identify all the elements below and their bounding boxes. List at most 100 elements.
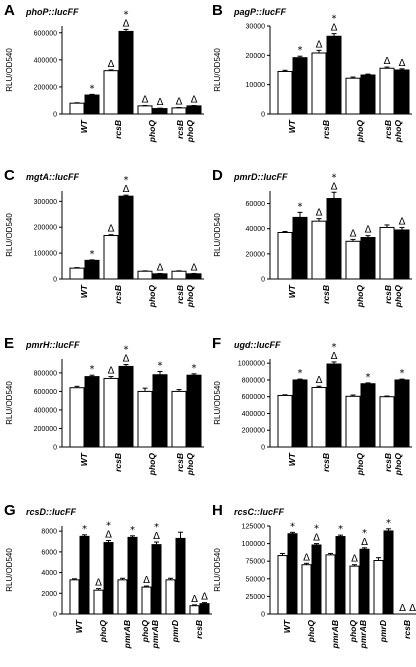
bar-open bbox=[277, 394, 293, 448]
bar-filled bbox=[151, 544, 162, 615]
x-tick-label: WT bbox=[79, 119, 89, 133]
chart-title: pmrD::lucFF bbox=[233, 172, 288, 182]
delta-marker: Δ bbox=[108, 59, 115, 70]
bar-filled bbox=[326, 198, 342, 280]
bar-open bbox=[379, 226, 395, 280]
delta-marker: Δ bbox=[303, 552, 310, 563]
bar-open bbox=[311, 220, 327, 280]
bar-filled bbox=[360, 237, 376, 280]
bar-filled bbox=[326, 363, 342, 448]
panel-letter: H bbox=[212, 502, 223, 519]
chart-title: rcsD::lucFF bbox=[26, 507, 77, 517]
chart-title: ugd::lucFF bbox=[234, 340, 281, 350]
bar-open bbox=[277, 231, 293, 280]
x-tick-label: rcsB bbox=[383, 120, 393, 139]
delta-marker: Δ bbox=[108, 224, 115, 235]
delta-marker: Δ bbox=[201, 592, 208, 603]
delta-marker: Δ bbox=[351, 554, 358, 565]
bar-open bbox=[165, 579, 176, 615]
bar-filled bbox=[103, 542, 114, 615]
bar-filled bbox=[175, 537, 186, 615]
x-tick-label: WT bbox=[79, 452, 89, 466]
y-tick-label: 30000 bbox=[246, 24, 266, 31]
delta-marker: Δ bbox=[409, 603, 416, 614]
bar-filled bbox=[186, 273, 202, 280]
bar-open bbox=[189, 605, 200, 615]
y-tick-label: 1000000 bbox=[238, 361, 265, 368]
y-axis-label: RLU/OD540 bbox=[213, 548, 222, 592]
x-tick-label: phoQ bbox=[185, 120, 195, 144]
x-tick-label: phoQ bbox=[306, 620, 316, 644]
delta-marker: Δ bbox=[191, 94, 198, 105]
y-tick-label: 40000 bbox=[246, 226, 266, 233]
bar-open bbox=[373, 559, 384, 615]
x-tick-label: phoQ bbox=[147, 453, 157, 477]
x-tick-label: pmrAB bbox=[122, 620, 132, 649]
y-tick-label: 800000 bbox=[34, 370, 57, 377]
x-tick-label: phoQ bbox=[355, 453, 365, 477]
y-tick-label: 200000 bbox=[242, 428, 265, 435]
y-tick-label: 4000 bbox=[41, 570, 57, 577]
y-axis-label: RLU/OD540 bbox=[5, 48, 14, 92]
y-tick-label: 125000 bbox=[242, 524, 265, 531]
star-marker: * bbox=[314, 524, 319, 535]
bar-open bbox=[277, 555, 288, 615]
x-tick-label: WT bbox=[287, 452, 297, 466]
bar-filled bbox=[79, 535, 90, 615]
bar-open bbox=[349, 565, 360, 615]
star-marker: * bbox=[290, 521, 295, 532]
star-marker: * bbox=[90, 364, 95, 375]
star-marker: * bbox=[82, 524, 87, 535]
x-tick-label: rcsB bbox=[113, 120, 123, 139]
bar-filled bbox=[383, 530, 394, 615]
bar-filled bbox=[311, 544, 322, 615]
x-tick-label: rcsB bbox=[175, 285, 185, 304]
star-marker: * bbox=[154, 522, 159, 533]
panel-letter: B bbox=[212, 2, 223, 19]
bar-open bbox=[345, 77, 361, 115]
x-tick-label: phoQ bbox=[140, 620, 150, 644]
delta-marker: Δ bbox=[384, 56, 391, 67]
bar-open bbox=[103, 235, 119, 280]
x-tick-label: WT bbox=[282, 619, 292, 633]
delta-marker: Δ bbox=[316, 375, 323, 386]
bar-open bbox=[345, 240, 361, 280]
delta-marker: Δ bbox=[123, 354, 130, 365]
x-tick-label: rcsB bbox=[402, 620, 412, 639]
y-tick-label: 200000 bbox=[34, 225, 57, 232]
y-tick-label: 0 bbox=[53, 612, 57, 619]
delta-marker: Δ bbox=[95, 578, 102, 589]
bar-open bbox=[137, 105, 153, 115]
star-marker: * bbox=[332, 14, 337, 25]
star-marker: * bbox=[332, 172, 337, 183]
delta-marker: Δ bbox=[399, 603, 406, 614]
chart-title: phoP::lucFF bbox=[25, 7, 79, 17]
delta-marker: Δ bbox=[191, 262, 198, 273]
y-tick-label: 300000 bbox=[34, 199, 57, 206]
bar-open bbox=[141, 586, 152, 615]
bar-open bbox=[325, 554, 336, 615]
x-tick-label: rcsB bbox=[321, 453, 331, 472]
star-marker: * bbox=[106, 520, 111, 531]
delta-marker: Δ bbox=[123, 18, 130, 29]
y-tick-label: 0 bbox=[261, 277, 265, 284]
delta-marker: Δ bbox=[157, 97, 164, 108]
y-tick-label: 20000 bbox=[246, 251, 266, 258]
bar-open bbox=[301, 564, 312, 615]
x-tick-label: rcsB bbox=[175, 120, 185, 139]
y-tick-label: 100000 bbox=[242, 541, 265, 548]
x-tick-label: WT bbox=[287, 119, 297, 133]
delta-marker: Δ bbox=[157, 262, 164, 273]
star-marker: * bbox=[90, 83, 95, 94]
bar-filled bbox=[359, 548, 370, 615]
delta-marker: Δ bbox=[108, 366, 115, 377]
x-tick-label: phoQ bbox=[147, 120, 157, 144]
delta-marker: Δ bbox=[350, 228, 357, 239]
y-tick-label: 0 bbox=[53, 112, 57, 119]
delta-marker: Δ bbox=[331, 351, 338, 362]
delta-marker: Δ bbox=[399, 216, 406, 227]
y-axis-label: RLU/OD540 bbox=[213, 381, 222, 425]
bar-open bbox=[311, 386, 327, 448]
